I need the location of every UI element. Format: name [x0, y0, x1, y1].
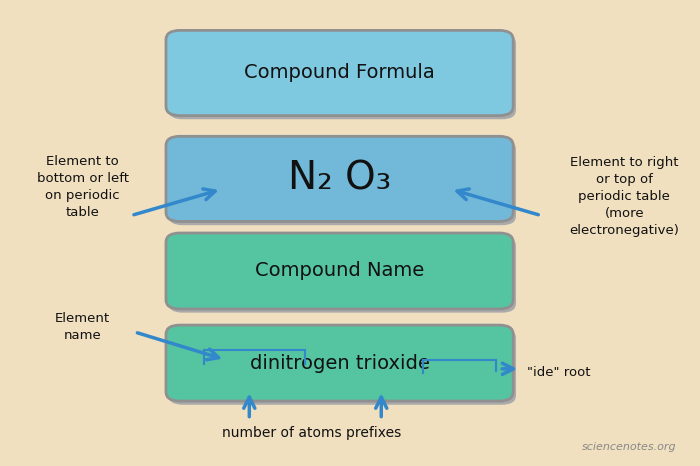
Text: Compound Name: Compound Name: [255, 261, 424, 281]
FancyBboxPatch shape: [166, 30, 513, 116]
Text: Element to right
or top of
periodic table
(more
electronegative): Element to right or top of periodic tabl…: [569, 156, 679, 237]
FancyBboxPatch shape: [166, 325, 513, 401]
Text: sciencenotes.org: sciencenotes.org: [582, 442, 676, 452]
Text: Element
name: Element name: [55, 312, 110, 343]
Text: dinitrogen trioxide: dinitrogen trioxide: [250, 354, 430, 373]
FancyBboxPatch shape: [166, 137, 513, 221]
FancyBboxPatch shape: [169, 34, 516, 119]
Text: N₂ O₃: N₂ O₃: [288, 160, 391, 198]
Text: "ide" root: "ide" root: [527, 365, 591, 378]
FancyBboxPatch shape: [166, 233, 513, 309]
Text: number of atoms prefixes: number of atoms prefixes: [222, 426, 401, 440]
FancyBboxPatch shape: [169, 140, 516, 225]
Text: Compound Formula: Compound Formula: [244, 63, 435, 82]
FancyBboxPatch shape: [169, 237, 516, 313]
Text: Element to
bottom or left
on periodic
table: Element to bottom or left on periodic ta…: [36, 155, 129, 219]
FancyBboxPatch shape: [169, 329, 516, 405]
